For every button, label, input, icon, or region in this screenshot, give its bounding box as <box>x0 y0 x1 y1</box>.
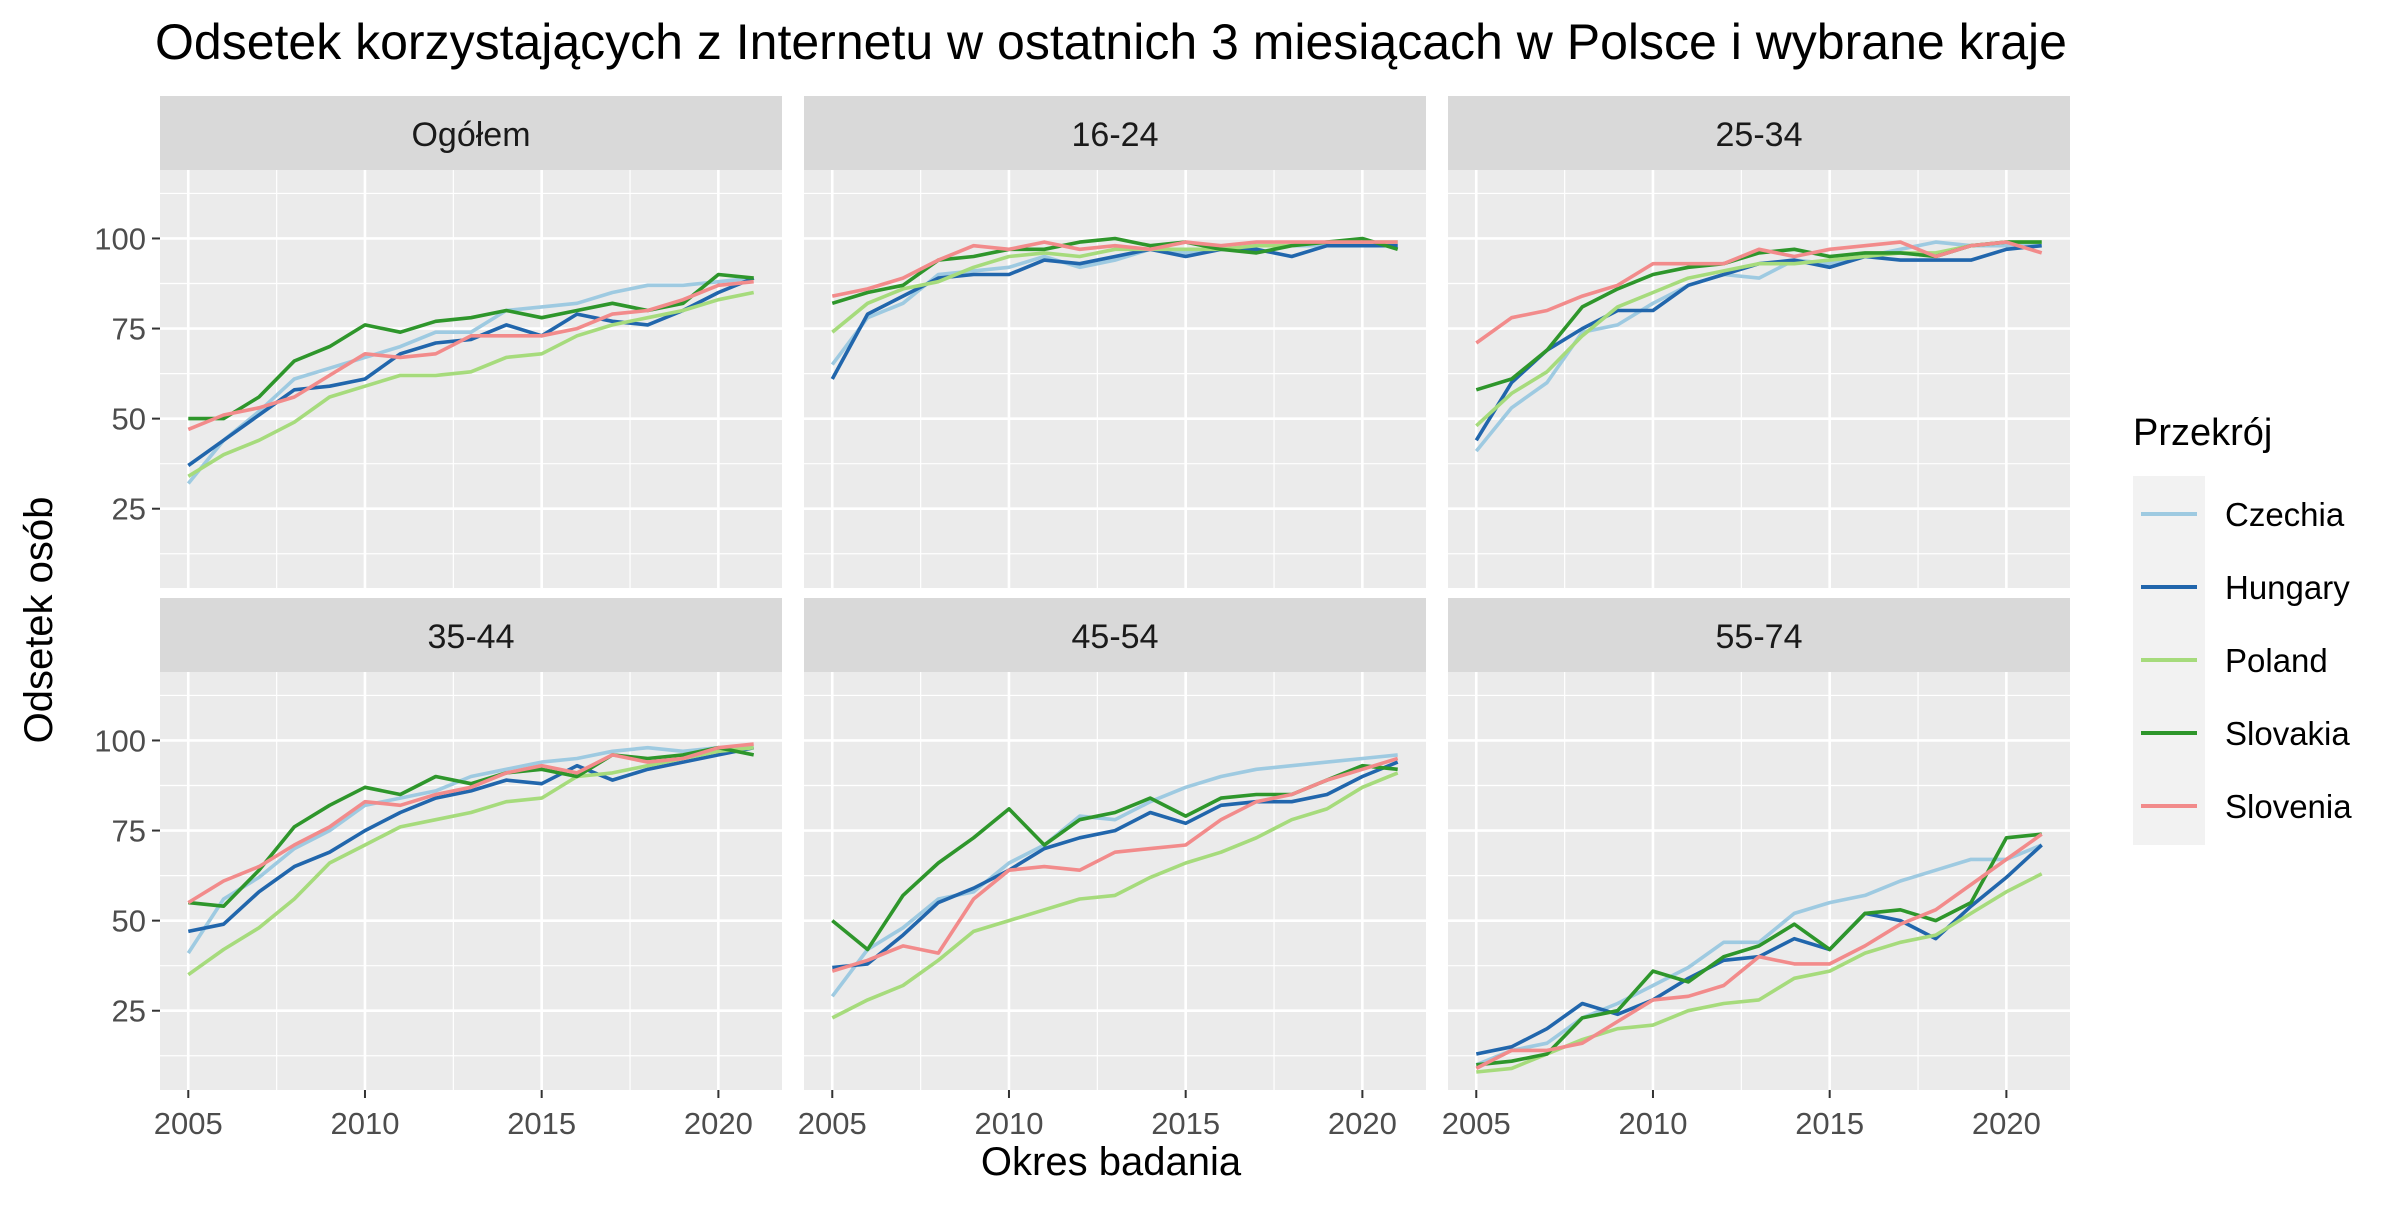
facet-panels: Ogółem 25 50 75 100 16-24 25-34 35-44 25 50 75 100 2… <box>94 96 2070 1141</box>
facet-strip <box>160 598 782 672</box>
series-line <box>1476 832 2042 1067</box>
facet-label: 25-34 <box>1716 116 1803 154</box>
x-tick-label: 2010 <box>330 1106 399 1141</box>
x-tick-label: 2010 <box>974 1106 1043 1141</box>
x-tick-label: 2005 <box>1442 1106 1511 1141</box>
series-line <box>186 276 754 485</box>
series-line <box>1475 240 2042 428</box>
series-line <box>1475 240 2043 345</box>
chart-title: Odsetek korzystających z Internetu w ost… <box>155 14 2067 70</box>
series-line <box>830 753 1398 998</box>
facet-strip <box>804 598 1426 672</box>
series-line <box>831 236 1399 306</box>
series-line <box>1475 843 2043 1067</box>
series-line <box>186 745 754 955</box>
x-tick-label: 2015 <box>1151 1106 1220 1141</box>
legend: Przekrój Czechia Hungary Poland Slovakia Slo… <box>2133 412 2352 845</box>
plot-background <box>1448 170 2070 588</box>
x-tick-label: 2020 <box>1972 1106 2041 1141</box>
y-tick-label: 75 <box>112 312 146 347</box>
series-line <box>1475 832 2043 1071</box>
x-tick-label: 2010 <box>1618 1106 1687 1141</box>
series-line <box>832 760 1399 970</box>
facet-label: Ogółem <box>411 116 530 154</box>
facet-strip <box>160 96 782 170</box>
x-tick-label: 2015 <box>1795 1106 1864 1141</box>
plot-background <box>804 672 1426 1090</box>
legend-entry: Slovenia <box>2225 788 2352 825</box>
legend-entry: Poland <box>2225 642 2328 679</box>
facet-panel: Ogółem 25 50 75 100 <box>94 96 782 588</box>
plot-background <box>804 170 1426 588</box>
facet-label: 55-74 <box>1716 618 1803 656</box>
legend-entry: Hungary <box>2225 569 2350 606</box>
facet-strip <box>1448 598 2070 672</box>
facet-panel: 55-74 2005 2010 2015 2020 <box>1442 598 2070 1141</box>
facet-panel: 16-24 <box>804 96 1426 588</box>
series-line <box>187 279 754 432</box>
facet-panel: 45-54 2005 2010 2015 2020 <box>798 598 1426 1141</box>
series-line <box>187 745 755 934</box>
x-tick-label: 2020 <box>1328 1106 1397 1141</box>
facet-strip <box>1448 96 2070 170</box>
series-line <box>188 745 755 908</box>
series-line <box>831 240 1398 298</box>
x-tick-label: 2020 <box>684 1106 753 1141</box>
y-tick-label: 100 <box>94 221 146 256</box>
series-line <box>831 771 1399 1020</box>
facet-panel: 35-44 25 50 75 100 2005 2010 2015 2020 <box>94 598 782 1141</box>
series-line <box>187 276 755 467</box>
facet-panel: 25-34 <box>1448 96 2070 588</box>
x-axis-title: Okres badania <box>981 1140 1242 1184</box>
series-line <box>187 745 754 977</box>
facet-label: 16-24 <box>1072 116 1159 154</box>
facet-label: 35-44 <box>428 618 515 656</box>
y-axis-title: Odsetek osób <box>17 497 61 744</box>
y-tick-label: 50 <box>112 904 146 939</box>
legend-title: Przekrój <box>2133 412 2272 454</box>
facet-strip <box>804 96 1426 170</box>
series-line <box>831 756 1399 973</box>
series-line <box>187 290 755 478</box>
y-tick-label: 50 <box>112 402 146 437</box>
x-tick-label: 2005 <box>154 1106 223 1141</box>
y-tick-label: 100 <box>94 723 146 758</box>
x-tick-label: 2015 <box>507 1106 576 1141</box>
x-tick-label: 2005 <box>798 1106 867 1141</box>
series-line <box>187 742 754 905</box>
legend-entry: Czechia <box>2225 496 2345 533</box>
y-tick-label: 25 <box>112 994 146 1029</box>
y-tick-label: 75 <box>112 814 146 849</box>
y-tick-label: 25 <box>112 492 146 527</box>
legend-entry: Slovakia <box>2225 715 2350 752</box>
plot-background <box>160 170 782 588</box>
facet-label: 45-54 <box>1072 618 1159 656</box>
